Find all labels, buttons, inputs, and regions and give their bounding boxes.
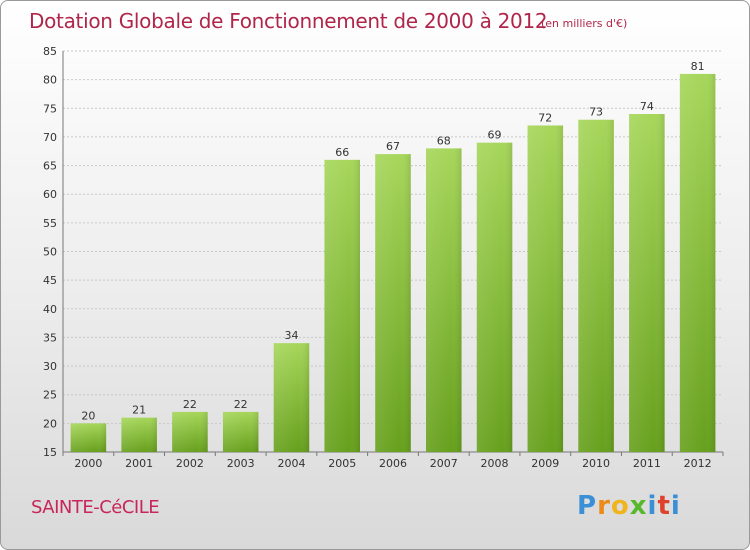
bar-value-label: 69 [488, 129, 502, 142]
bar-value-label: 22 [183, 398, 197, 411]
bar-value-label: 67 [386, 140, 400, 153]
bar-value-label: 74 [640, 100, 654, 113]
x-tick-label: 2005 [328, 457, 356, 470]
y-tick-label: 40 [43, 303, 57, 316]
bar-value-label: 20 [81, 409, 95, 422]
bar-shade [527, 125, 564, 452]
logo-letter: t [657, 491, 671, 521]
x-tick-label: 2006 [379, 457, 407, 470]
x-tick-label: 2009 [531, 457, 559, 470]
x-tick-label: 2007 [430, 457, 458, 470]
y-tick-label: 30 [43, 360, 57, 373]
bar-value-label: 73 [589, 106, 603, 119]
y-tick-label: 50 [43, 246, 57, 259]
y-tick-label: 85 [43, 45, 57, 58]
bar-value-label: 22 [234, 398, 248, 411]
logo-letter: i [670, 491, 681, 521]
bar-value-label: 66 [335, 146, 349, 159]
y-tick-label: 20 [43, 417, 57, 430]
y-tick-label: 55 [43, 217, 57, 230]
bar-shade [679, 73, 716, 453]
bar-shade [222, 411, 259, 452]
x-tick-label: 2000 [74, 457, 102, 470]
bar-shade [121, 417, 157, 452]
bar-value-label: 34 [284, 329, 298, 342]
bar-shade [375, 154, 411, 452]
commune-name: SAINTE-CéCILE [31, 497, 160, 518]
y-tick-label: 65 [43, 160, 57, 173]
chart-title: Dotation Globale de Fonctionnement de 20… [29, 9, 548, 33]
chart-unit-note: (en milliers d'€) [541, 17, 628, 30]
x-tick-label: 2002 [176, 457, 204, 470]
bar-shade [578, 119, 614, 452]
bar-shade [629, 114, 665, 452]
x-tick-label: 2004 [277, 457, 305, 470]
logo-letter: o [610, 491, 630, 521]
logo-letter: x [629, 491, 648, 521]
x-tick-label: 2010 [582, 457, 610, 470]
proxiti-logo: Proxiti [577, 491, 681, 521]
y-tick-label: 35 [43, 331, 57, 344]
x-tick-label: 2008 [481, 457, 509, 470]
bars [70, 73, 716, 453]
x-tick-label: 2003 [227, 457, 255, 470]
y-tick-label: 45 [43, 274, 57, 287]
y-tick-label: 60 [43, 188, 57, 201]
bar-value-label: 68 [437, 134, 451, 147]
x-tick-label: 2001 [125, 457, 153, 470]
x-tick-label: 2011 [633, 457, 661, 470]
bar-shade [70, 423, 107, 452]
x-tick-label: 2012 [684, 457, 712, 470]
y-tick-label: 15 [43, 446, 57, 459]
bar-value-label: 21 [132, 404, 146, 417]
bar-shade [476, 142, 513, 452]
bar-value-label: 72 [538, 111, 552, 124]
y-tick-label: 80 [43, 74, 57, 87]
logo-letter: P [577, 491, 598, 521]
bar-shade [324, 159, 360, 453]
bar-shade [426, 148, 462, 452]
y-tick-label: 25 [43, 389, 57, 402]
bar-shade [273, 343, 310, 452]
y-tick-label: 70 [43, 131, 57, 144]
bar-shade [172, 411, 208, 452]
y-tick-label: 75 [43, 102, 57, 115]
bar-value-label: 81 [691, 60, 705, 73]
logo-letter: r [597, 491, 611, 521]
labels: 15 20 25 30 35 40 45 50 55 60 65 70 75 80 85 20 2000 21 20… [43, 45, 712, 470]
logo-letter: i [647, 491, 658, 521]
